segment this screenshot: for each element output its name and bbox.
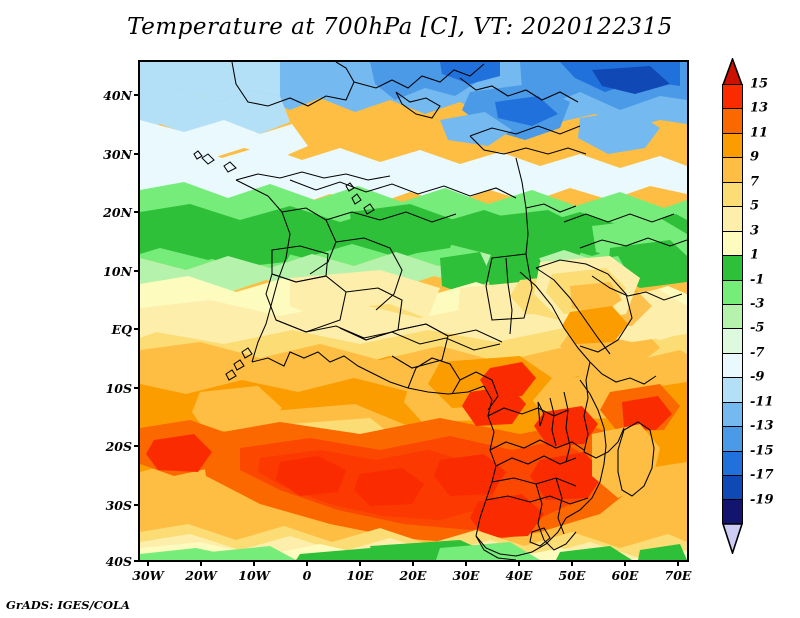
- y-axis-label-20s: 20S: [105, 439, 132, 454]
- colorbar-tick-label: 9: [750, 149, 760, 165]
- colorbar-segment: [723, 231, 742, 257]
- x-axis-label-10e: 10E: [346, 568, 374, 583]
- colorbar-segment: [723, 329, 742, 354]
- colorbar-tick-label: -5: [750, 320, 765, 336]
- axis-tick: [624, 560, 626, 566]
- colorbar-segment: [723, 500, 742, 525]
- colorbar-segment: [723, 182, 742, 208]
- x-axis-label-50e: 50E: [558, 568, 586, 583]
- x-axis-label-10w: 10W: [238, 568, 270, 583]
- temperature-shading: [140, 62, 687, 560]
- colorbar-segment: [723, 378, 742, 403]
- x-axis-label-30e: 30E: [452, 568, 480, 583]
- colorbar-tick-label: 1: [750, 247, 760, 263]
- colorbar-under-arrow: [721, 523, 744, 556]
- colorbar-segment: [723, 427, 742, 452]
- x-axis-label-20w: 20W: [185, 568, 217, 583]
- colorbar-segment: [723, 109, 742, 134]
- axis-tick: [359, 560, 361, 566]
- axis-tick: [134, 504, 140, 506]
- y-axis-label-40n: 40N: [103, 88, 132, 103]
- colorbar-segment: [723, 256, 742, 281]
- colorbar-tick-label: 15: [750, 76, 769, 92]
- colorbar-tick-label: 7: [750, 174, 760, 190]
- axis-tick: [134, 387, 140, 389]
- colorbar[interactable]: [722, 84, 743, 525]
- axis-tick: [134, 328, 140, 330]
- colorbar-over-arrow: [721, 56, 744, 86]
- x-axis-label-70e: 70E: [664, 568, 692, 583]
- x-axis-label-60e: 60E: [611, 568, 639, 583]
- colorbar-segment: [723, 353, 742, 379]
- colorbar-tick-label: -9: [750, 369, 765, 385]
- colorbar-tick-label: -17: [750, 467, 774, 483]
- coastlines-and-borders: [193, 62, 687, 560]
- colorbar-tick-label: 3: [750, 223, 760, 239]
- colorbar-tick-label: -13: [750, 418, 774, 434]
- y-axis-label-10n: 10N: [103, 264, 132, 279]
- colorbar-segment: [723, 304, 742, 330]
- colorbar-tick-label: 11: [750, 125, 769, 141]
- axis-tick: [134, 211, 140, 213]
- colorbar-tick-label: -11: [750, 394, 774, 410]
- colorbar-tick-label: -7: [750, 345, 765, 361]
- colorbar-tick-label: -15: [750, 443, 774, 459]
- x-axis-label-30w: 30W: [132, 568, 164, 583]
- colorbar-segment: [723, 85, 742, 110]
- colorbar-tick-label: -3: [750, 296, 765, 312]
- y-axis-label-30n: 30N: [103, 147, 132, 162]
- colorbar-segment: [723, 402, 742, 428]
- axis-tick: [147, 560, 149, 566]
- axis-tick: [571, 560, 573, 566]
- axis-tick: [306, 560, 308, 566]
- axis-tick: [134, 94, 140, 96]
- axis-tick: [134, 560, 140, 562]
- axis-tick: [412, 560, 414, 566]
- colorbar-tick-label: 13: [750, 100, 769, 116]
- axis-tick: [134, 270, 140, 272]
- y-axis-label-20n: 20N: [103, 205, 132, 220]
- colorbar-segment: [723, 280, 742, 305]
- y-axis-label-30s: 30S: [105, 498, 132, 513]
- axis-tick: [253, 560, 255, 566]
- x-axis-label-0: 0: [302, 568, 312, 583]
- colorbar-segment: [723, 158, 742, 183]
- map-plot-area: [138, 60, 689, 562]
- temperature-field-map: [140, 62, 687, 560]
- axis-tick: [518, 560, 520, 566]
- y-axis-label-10s: 10S: [105, 381, 132, 396]
- axis-tick: [465, 560, 467, 566]
- axis-tick: [134, 153, 140, 155]
- credit-text: GrADS: IGES/COLA: [6, 598, 130, 612]
- colorbar-segment: [723, 451, 742, 476]
- page-title: Temperature at 700hPa [C], VT: 202012231…: [127, 14, 673, 40]
- x-axis-label-20e: 20E: [399, 568, 427, 583]
- colorbar-segment: [723, 476, 742, 501]
- y-axis-label-eq: EQ: [111, 322, 132, 337]
- colorbar-tick-label: 5: [750, 198, 760, 214]
- colorbar-segment: [723, 133, 742, 159]
- colorbar-tick-label: -19: [750, 492, 774, 508]
- axis-tick: [200, 560, 202, 566]
- colorbar-segment: [723, 207, 742, 232]
- axis-tick: [134, 445, 140, 447]
- x-axis-label-40e: 40E: [505, 568, 533, 583]
- colorbar-tick-label: -1: [750, 272, 765, 288]
- axis-tick: [677, 560, 679, 566]
- y-axis-label-40s: 40S: [105, 554, 132, 569]
